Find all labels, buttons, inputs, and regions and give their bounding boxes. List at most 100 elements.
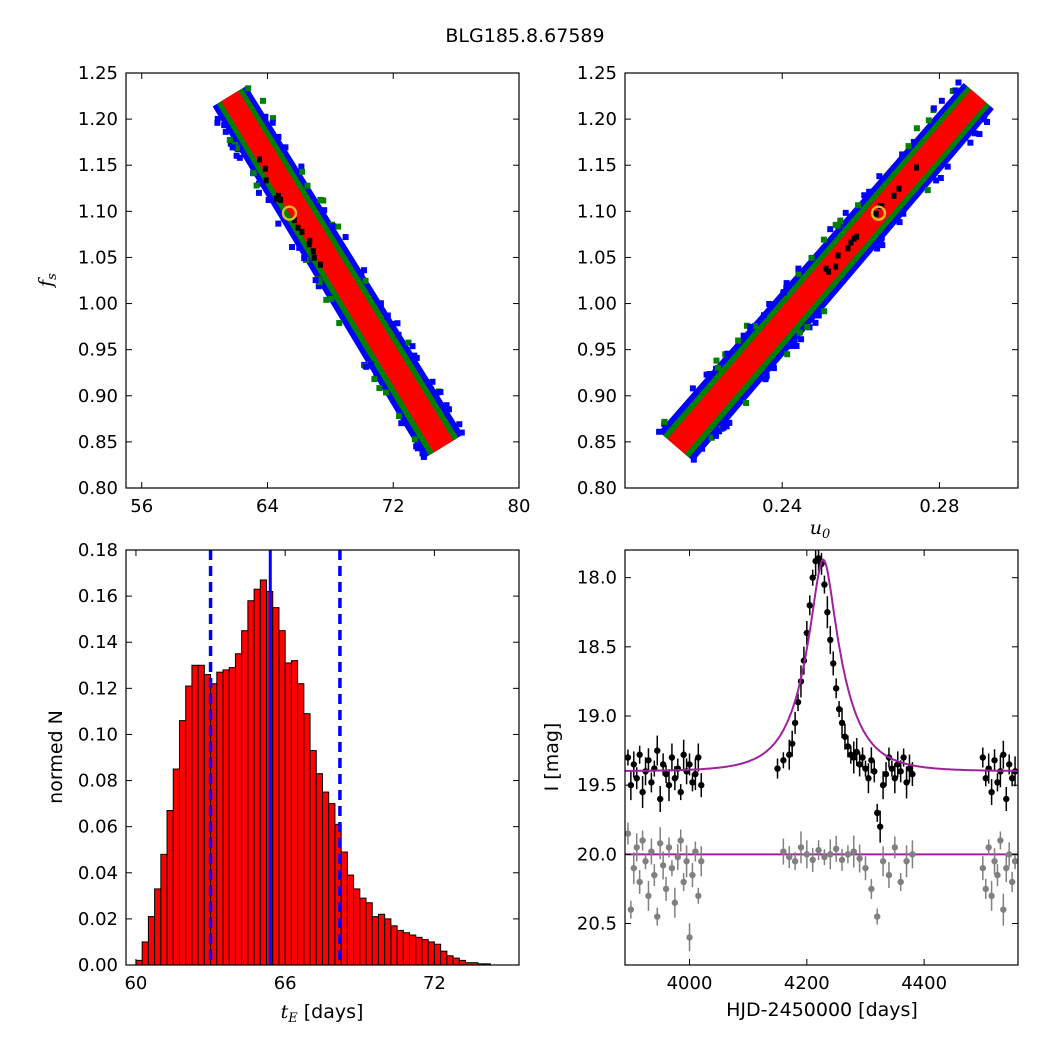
- data-point: [859, 754, 866, 761]
- likelihood-pixel: [751, 323, 758, 330]
- x-axis-label: u0: [810, 517, 831, 542]
- likelihood-region: [221, 90, 454, 453]
- likelihood-pixel: [222, 128, 229, 135]
- data-point: [803, 851, 811, 858]
- histogram-bar: [191, 664, 199, 966]
- data-point: [827, 636, 834, 644]
- likelihood-pixel: [255, 189, 262, 196]
- y-tick-label: 0.12: [78, 678, 118, 699]
- likelihood-pixel: [760, 312, 767, 319]
- data-point: [1008, 775, 1016, 782]
- histogram-bar: [216, 671, 224, 966]
- data-point: [692, 848, 699, 855]
- likelihood-pixel: [804, 324, 811, 331]
- data-point: [633, 844, 640, 851]
- likelihood-pixel: [327, 295, 334, 302]
- likelihood-pixel: [269, 119, 276, 126]
- likelihood-pixel: [937, 175, 944, 182]
- data-point: [671, 899, 679, 906]
- likelihood-pixel: [726, 419, 733, 426]
- data-point: [639, 788, 646, 796]
- y-tick-label: 20.5: [577, 914, 617, 935]
- data-point: [639, 837, 646, 844]
- best-fit-pixel: [295, 224, 301, 231]
- y-tick-label: 0.95: [78, 340, 118, 361]
- likelihood-pixel: [689, 385, 696, 392]
- likelihood-pixel: [275, 220, 282, 227]
- data-point: [868, 757, 875, 764]
- data-point: [1006, 851, 1013, 858]
- likelihood-pixel: [780, 289, 787, 296]
- likelihood-pixel: [458, 429, 465, 436]
- likelihood-pixel: [456, 421, 463, 428]
- data-point: [862, 864, 869, 872]
- likelihood-pixel: [329, 223, 336, 230]
- data-point: [988, 788, 995, 796]
- likelihood-pixel: [699, 445, 706, 452]
- data-point: [882, 770, 890, 778]
- data-point: [991, 858, 998, 865]
- likelihood-pixel: [336, 319, 343, 326]
- likelihood-pixel: [299, 168, 306, 175]
- panel-fs-vs-te: 56 64 72 80 0.80 0.85 0.90 0.95 1.00 1.05 1.10 1.15…: [35, 63, 530, 517]
- data-point: [654, 913, 661, 920]
- likelihood-pixel: [855, 202, 862, 209]
- y-tick-label: 0.90: [78, 386, 118, 407]
- data-point: [835, 705, 843, 713]
- likelihood-pixel: [429, 378, 436, 385]
- likelihood-pixel: [316, 279, 323, 286]
- data-point: [874, 913, 881, 920]
- data-point: [991, 757, 998, 764]
- likelihood-pixel: [783, 280, 790, 287]
- data-point: [988, 892, 995, 900]
- axes-frame: [624, 72, 1019, 489]
- y-tick-label: 18.0: [577, 568, 617, 589]
- x-tick-label: 66: [274, 973, 297, 994]
- data-point: [838, 719, 846, 727]
- histogram-bar: [197, 664, 205, 966]
- y-tick-label: 1.15: [78, 155, 118, 176]
- likelihood-pixel: [720, 424, 727, 431]
- x-tick-label: 72: [423, 973, 446, 994]
- likelihood-pixel: [358, 270, 365, 277]
- data-point: [654, 747, 661, 754]
- histogram-bar: [446, 955, 454, 966]
- likelihood-pixel: [411, 352, 418, 359]
- likelihood-pixel: [795, 270, 802, 277]
- data-point: [821, 581, 828, 588]
- data-point: [1003, 795, 1010, 803]
- likelihood-pixel: [221, 122, 228, 129]
- data-point: [630, 864, 637, 872]
- data-point: [827, 851, 834, 858]
- likelihood-pixel: [793, 342, 800, 349]
- likelihood-pixel: [233, 152, 240, 159]
- plot-area: [625, 550, 1018, 952]
- data-point: [651, 871, 658, 879]
- histogram-bar: [141, 941, 149, 966]
- likelihood-pixel: [735, 337, 742, 344]
- data-point: [695, 892, 702, 900]
- y-tick-label: 1.25: [577, 63, 617, 84]
- data-point: [824, 609, 831, 616]
- likelihood-pixel: [445, 406, 452, 413]
- likelihood-pixel: [360, 267, 367, 274]
- histogram-bar: [328, 803, 336, 966]
- histogram-bar: [290, 660, 299, 966]
- data-point: [897, 768, 904, 775]
- data-point: [780, 757, 787, 764]
- likelihood-pixel: [703, 371, 710, 378]
- x-tick-label: 4000: [667, 973, 713, 994]
- y-tick-label: 0.80: [577, 478, 617, 499]
- y-tick-label: 1.05: [577, 247, 617, 268]
- likelihood-pixel: [876, 173, 883, 180]
- histogram-bar: [458, 959, 467, 966]
- likelihood-pixel: [723, 423, 730, 430]
- best-fit-pixel: [263, 177, 269, 184]
- likelihood-pixel: [371, 376, 378, 383]
- likelihood-pixel: [715, 364, 722, 371]
- histogram-bar: [402, 932, 411, 966]
- best-fit-pixel: [848, 239, 854, 246]
- best-fit-pixel: [317, 261, 323, 268]
- data-point: [665, 781, 673, 789]
- likelihood-pixel: [227, 140, 234, 147]
